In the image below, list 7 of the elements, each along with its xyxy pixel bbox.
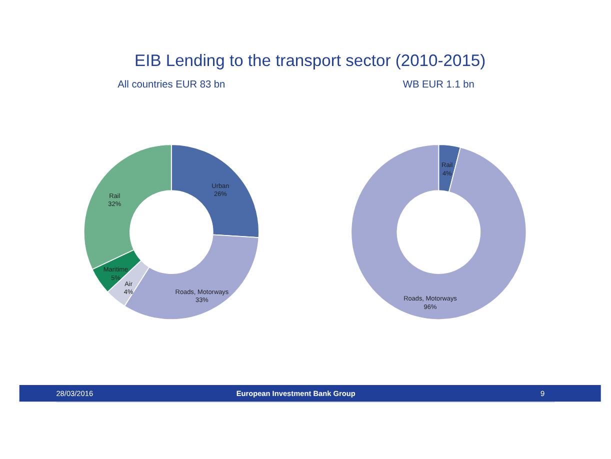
text: 28/03/2016 bbox=[56, 389, 94, 398]
text: European Investment Bank Group bbox=[236, 389, 356, 398]
chart-subtitle: All countries EUR 83 bn bbox=[118, 79, 226, 90]
donut-slice bbox=[350, 144, 527, 320]
text: 9 bbox=[540, 389, 545, 398]
text: EIB Lending to the transport sector (2010-2015) bbox=[134, 51, 486, 70]
chart-subtitle: WB EUR 1.1 bn bbox=[402, 79, 474, 90]
